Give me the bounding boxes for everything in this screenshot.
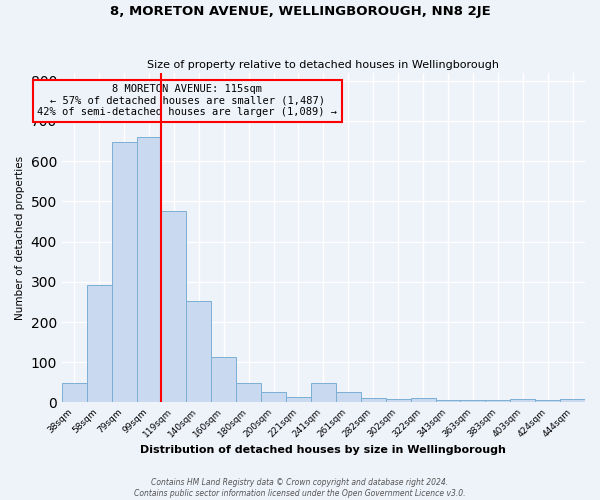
Bar bbox=[361, 398, 386, 402]
Bar bbox=[386, 400, 410, 402]
Bar bbox=[161, 212, 187, 402]
Text: 8, MORETON AVENUE, WELLINGBOROUGH, NN8 2JE: 8, MORETON AVENUE, WELLINGBOROUGH, NN8 2… bbox=[110, 5, 490, 18]
Bar bbox=[137, 137, 161, 402]
Bar bbox=[510, 400, 535, 402]
Bar bbox=[211, 357, 236, 403]
Text: Contains HM Land Registry data © Crown copyright and database right 2024.
Contai: Contains HM Land Registry data © Crown c… bbox=[134, 478, 466, 498]
Y-axis label: Number of detached properties: Number of detached properties bbox=[15, 156, 25, 320]
X-axis label: Distribution of detached houses by size in Wellingborough: Distribution of detached houses by size … bbox=[140, 445, 506, 455]
Title: Size of property relative to detached houses in Wellingborough: Size of property relative to detached ho… bbox=[148, 60, 499, 70]
Bar bbox=[410, 398, 436, 402]
Bar bbox=[62, 383, 87, 402]
Bar bbox=[286, 397, 311, 402]
Bar bbox=[460, 400, 485, 402]
Bar bbox=[261, 392, 286, 402]
Bar bbox=[560, 400, 585, 402]
Bar bbox=[112, 142, 137, 403]
Text: 8 MORETON AVENUE: 115sqm
← 57% of detached houses are smaller (1,487)
42% of sem: 8 MORETON AVENUE: 115sqm ← 57% of detach… bbox=[37, 84, 337, 117]
Bar bbox=[87, 284, 112, 403]
Bar bbox=[485, 400, 510, 402]
Bar bbox=[535, 400, 560, 402]
Bar bbox=[336, 392, 361, 402]
Bar bbox=[236, 383, 261, 402]
Bar bbox=[187, 300, 211, 402]
Bar bbox=[436, 400, 460, 402]
Bar bbox=[311, 383, 336, 402]
